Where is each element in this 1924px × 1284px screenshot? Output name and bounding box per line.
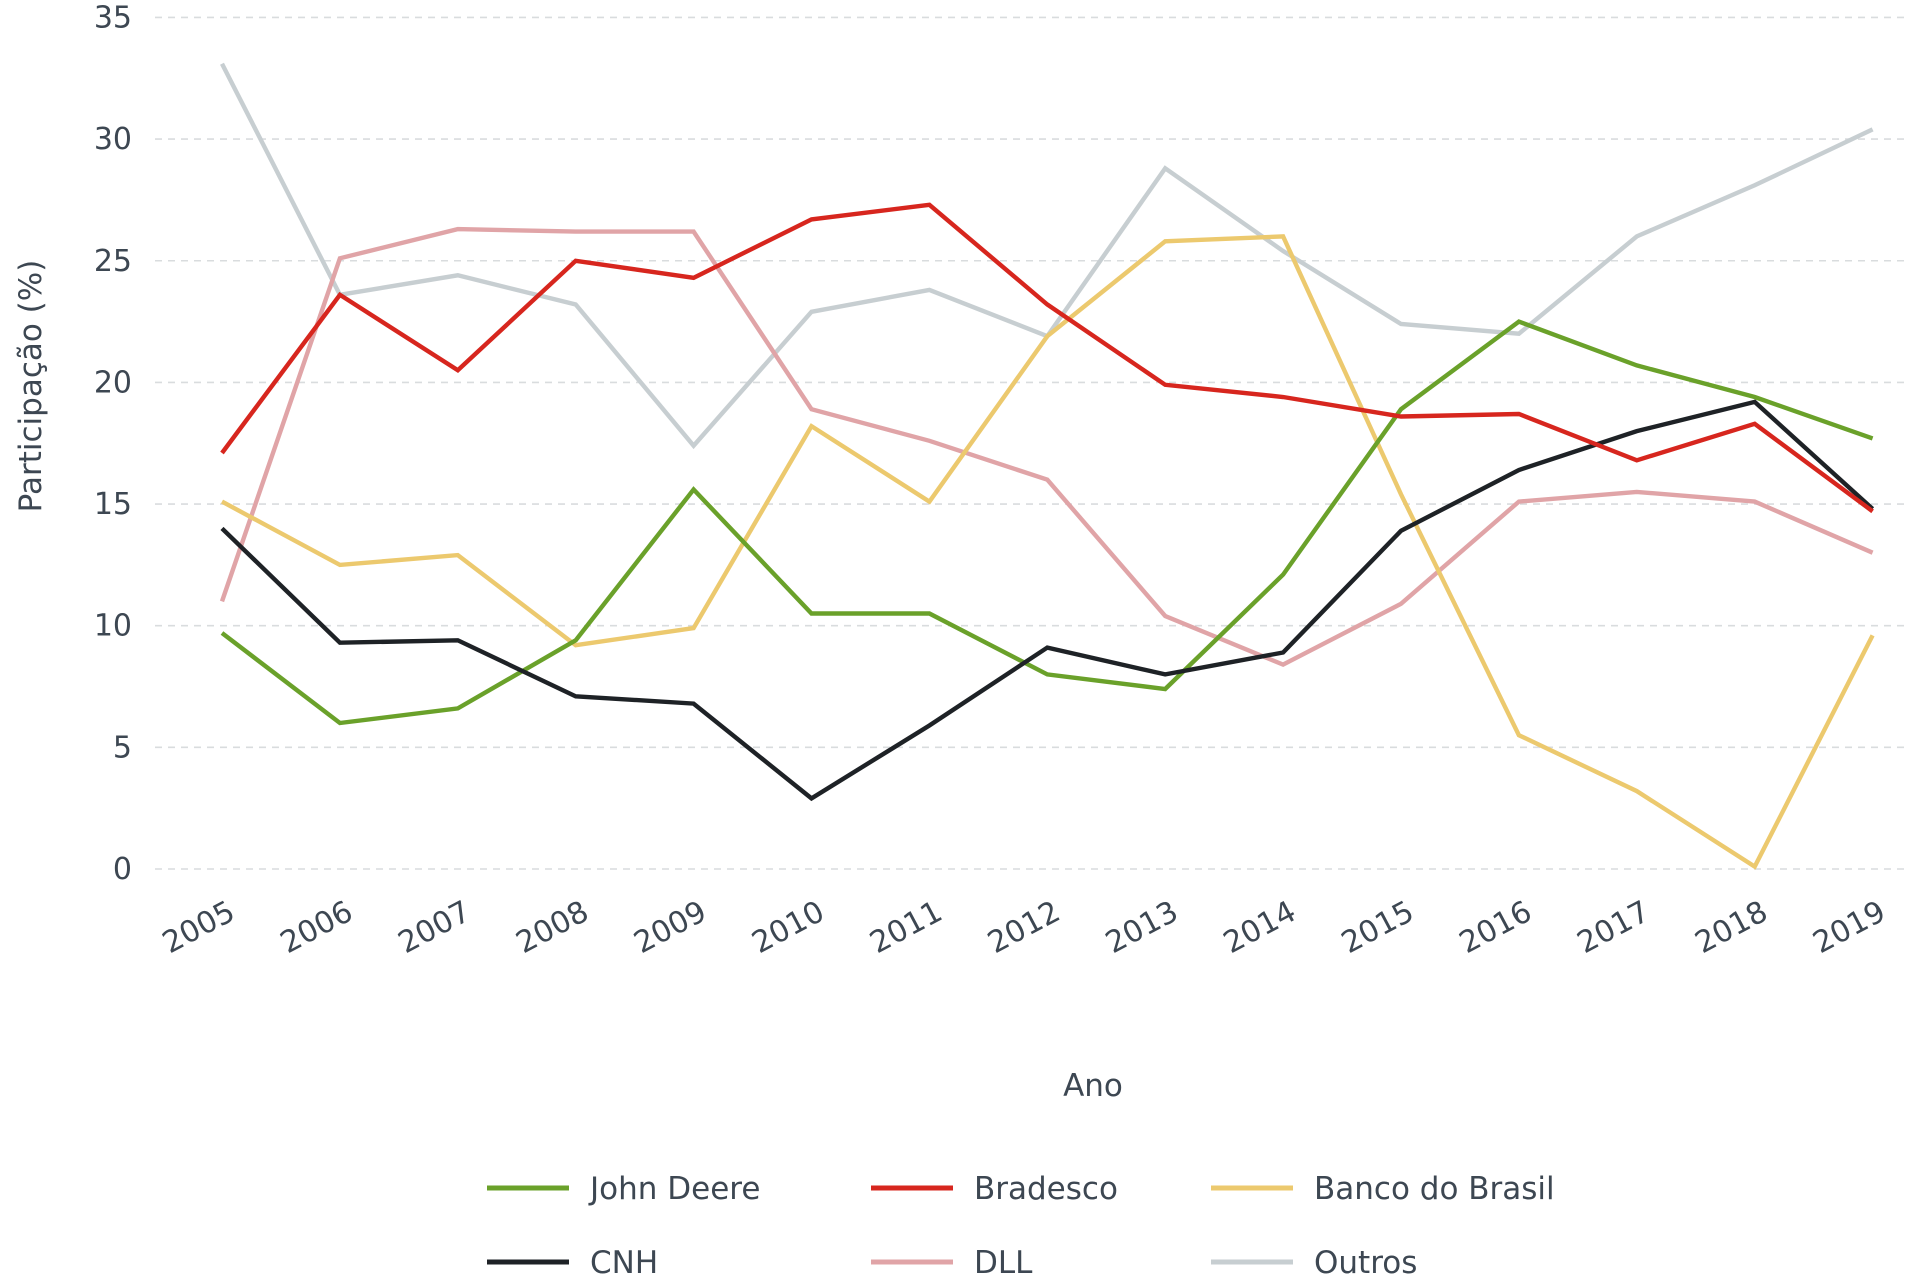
series-line-dll [219,226,1874,668]
x-tick-label: 2006 [275,894,359,961]
x-tick-label: 2016 [1454,894,1538,961]
y-tick-label: 10 [94,609,132,644]
gridlines [155,16,1906,870]
legend-label: DLL [974,1245,1033,1281]
series-line-banco-do-brasil [220,234,1875,870]
y-tick-label: 35 [94,0,132,35]
x-axis-title: Ano [1063,1068,1123,1104]
x-tick-label: 2013 [1100,894,1184,961]
x-tick-label: 2017 [1572,894,1656,961]
x-tick-label: 2018 [1690,894,1774,961]
x-tick-label: 2009 [629,894,713,961]
legend: John Deere Bradesco Banco do Brasil CNH DLL O… [487,1171,1555,1281]
legend-label: John Deere [588,1171,760,1207]
x-tick-label: 2019 [1808,894,1892,961]
x-tick-label: 2007 [393,894,477,961]
x-tick-label: 2012 [982,894,1066,961]
x-tick-label: 2010 [746,894,830,961]
legend-label: Bradesco [974,1171,1118,1207]
series-line-cnh [220,399,1875,802]
legend-label: CNH [590,1245,658,1281]
x-tick-label: 2015 [1336,894,1420,961]
y-tick-label: 0 [113,852,132,887]
series-lines [219,62,1875,870]
x-tick-label: 2014 [1218,894,1302,961]
x-tick-label: 2008 [511,894,595,961]
legend-label: Banco do Brasil [1314,1171,1555,1207]
y-tick-label: 5 [113,730,132,765]
y-tick-label: 20 [94,365,132,400]
series-line-john-deere [220,319,1874,726]
legend-label: Outros [1314,1245,1417,1281]
x-tick-label: 2011 [864,894,948,961]
x-tick-label: 2005 [157,894,241,961]
x-axis-ticks: 2005 2006 2007 2008 2009 2010 2011 2012 2013 2014… [157,894,1891,961]
y-axis-title: Participação (%) [13,260,49,513]
y-axis-ticks: 0 5 10 15 20 25 30 35 [94,0,132,887]
series-line-bradesco [220,202,1874,514]
series-line-outros [220,62,1874,450]
y-tick-label: 30 [94,122,132,157]
y-tick-label: 15 [94,487,132,522]
y-tick-label: 25 [94,244,132,279]
